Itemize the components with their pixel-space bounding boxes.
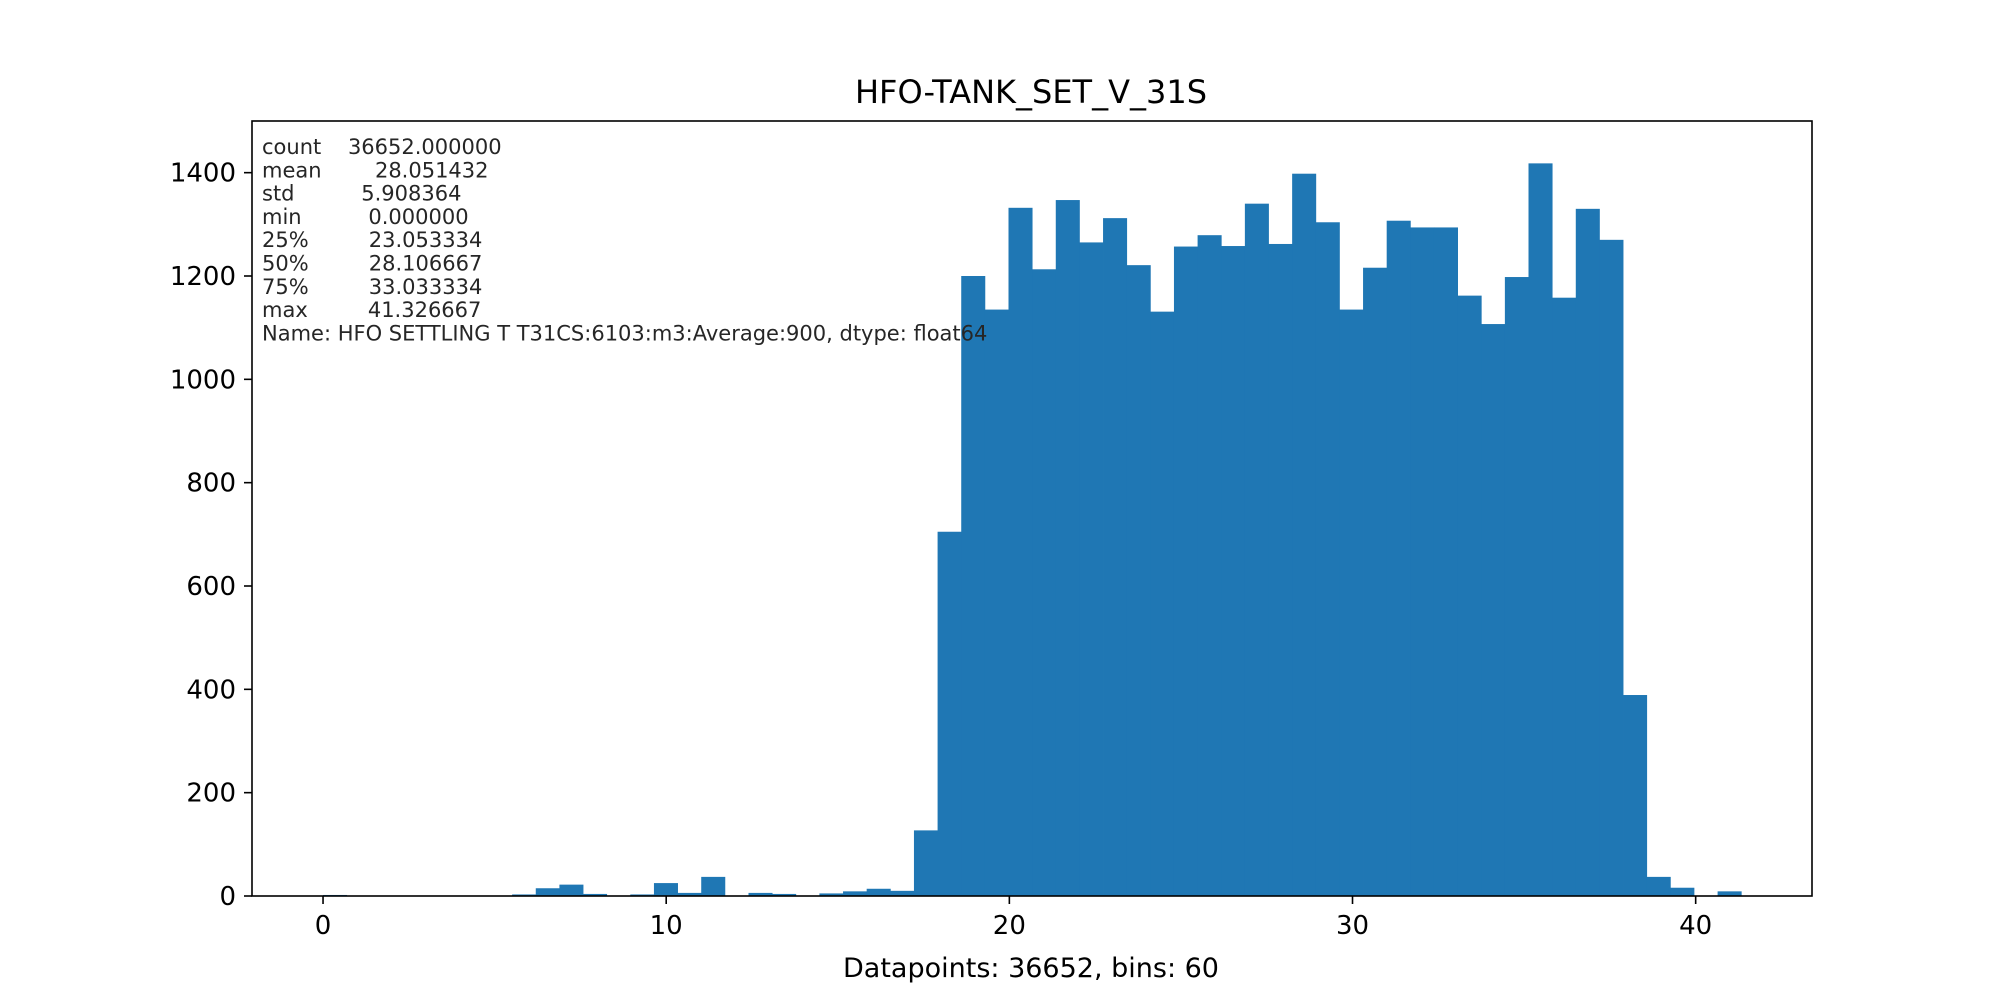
histogram-bar — [1717, 891, 1742, 896]
histogram-bar — [1197, 235, 1222, 896]
y-tick-label: 200 — [186, 779, 236, 809]
histogram-bar — [1481, 324, 1506, 896]
histogram-bar — [1670, 887, 1695, 896]
x-tick-label: 40 — [1679, 911, 1712, 941]
histogram-bar — [1292, 173, 1317, 896]
stats-line-name: Name: HFO SETTLING T T31CS:6103:m3:Avera… — [262, 321, 987, 345]
summary-statistics: count 36652.000000 mean 28.051432 std 5.… — [262, 135, 987, 345]
histogram-bar — [890, 890, 915, 896]
histogram-bar — [701, 876, 726, 896]
histogram-bar — [748, 892, 773, 896]
histogram-bar — [1433, 227, 1458, 896]
histogram-bar — [1575, 208, 1600, 897]
histogram-bar — [961, 276, 986, 896]
x-tick-label: 20 — [993, 911, 1026, 941]
histogram-bar — [843, 891, 868, 896]
histogram-bar — [866, 888, 891, 896]
histogram-bar — [1268, 243, 1293, 896]
histogram-bar — [1079, 242, 1104, 896]
y-tick-label: 0 — [219, 882, 236, 912]
histogram-bar — [1103, 218, 1128, 897]
histogram-bar — [1457, 295, 1482, 897]
histogram-bar — [1126, 265, 1151, 896]
histogram-bar — [583, 893, 608, 896]
y-tick-label: 400 — [186, 675, 236, 705]
stats-line-mean: mean 28.051432 — [262, 158, 489, 182]
stats-line-std: std 5.908364 — [262, 182, 461, 206]
x-axis-label: Datapoints: 36652, bins: 60 — [843, 953, 1219, 984]
histogram-bar — [1599, 239, 1624, 897]
histogram-bar — [1008, 207, 1033, 897]
y-tick-label: 1200 — [170, 262, 236, 292]
chart-title: HFO-TANK_SET_V_31S — [855, 73, 1207, 111]
histogram-bar — [1623, 695, 1648, 896]
histogram-bar — [653, 883, 678, 896]
histogram-bar — [1032, 269, 1057, 896]
histogram-bar — [1173, 246, 1198, 897]
histogram-bar — [1646, 876, 1671, 896]
histogram-bar — [772, 893, 797, 896]
histogram-bar — [913, 830, 938, 896]
histogram-bar — [937, 531, 962, 896]
x-axis: 0 10 20 30 40 — [315, 896, 1712, 941]
stats-line-25: 25% 23.053334 — [262, 228, 482, 252]
histogram-bar — [1244, 203, 1269, 896]
stats-line-75: 75% 33.033334 — [262, 275, 482, 299]
histogram-bar — [1339, 309, 1364, 896]
stats-line-50: 50% 28.106667 — [262, 252, 482, 276]
histogram-bar — [535, 888, 560, 896]
histogram-bar — [559, 884, 584, 896]
histogram-bar — [1363, 267, 1388, 896]
histogram-bar — [1150, 311, 1175, 896]
histogram-bar — [1528, 163, 1553, 896]
stats-line-count: count 36652.000000 — [262, 135, 502, 159]
histogram-bar — [819, 893, 844, 896]
plot-frame — [251, 120, 1813, 897]
bars-group — [323, 163, 1742, 897]
histogram-bar — [677, 892, 702, 896]
stats-line-min: min 0.000000 — [262, 205, 469, 229]
x-tick-label: 10 — [650, 911, 683, 941]
histogram-bar — [1552, 297, 1577, 896]
stats-line-max: max 41.326667 — [262, 298, 481, 322]
histogram-bar — [1055, 200, 1080, 897]
histogram-bar — [1410, 227, 1435, 896]
x-tick-label: 30 — [1336, 911, 1369, 941]
histogram-bar — [984, 309, 1009, 896]
histogram-bar — [1315, 222, 1340, 896]
y-tick-label: 600 — [186, 572, 236, 602]
x-tick-label: 0 — [315, 911, 332, 941]
y-tick-label: 1000 — [170, 365, 236, 395]
y-tick-label: 1400 — [170, 159, 236, 189]
histogram-bar — [1504, 277, 1529, 896]
y-tick-label: 800 — [186, 469, 236, 499]
histogram-bar — [1386, 220, 1411, 896]
histogram-bar — [1221, 246, 1246, 897]
y-axis: 0 200 400 600 800 1000 1200 1400 — [170, 159, 252, 912]
